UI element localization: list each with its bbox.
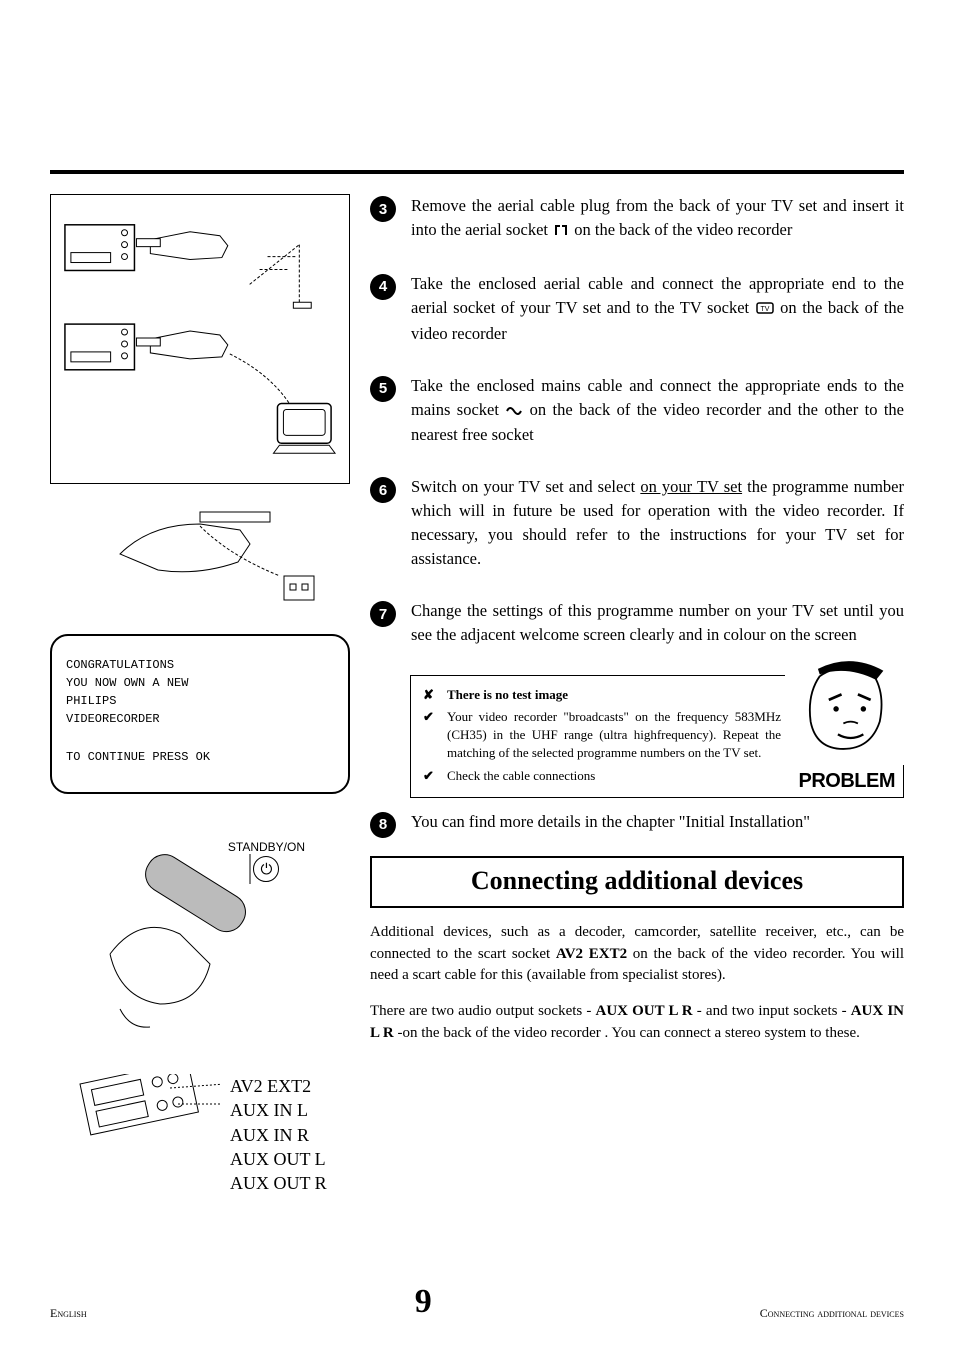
problem-face-icon [785, 656, 905, 765]
text-run: Switch on your TV set and select [411, 477, 640, 496]
step-number-badge: 6 [370, 477, 396, 503]
problem-callout-box: ✘ There is no test image ✔ Your video re… [410, 675, 904, 798]
text-run: - and two input sockets - [693, 1003, 851, 1019]
av-label: AUX OUT L [230, 1147, 327, 1171]
page-footer: English 9 Connecting additional devices [50, 1283, 904, 1321]
connection-diagram [50, 194, 350, 484]
problem-tip: Check the cable connections [447, 767, 595, 785]
step-3: 3 Remove the aerial cable plug from the … [370, 194, 904, 244]
body-paragraph: There are two audio output sockets - AUX… [370, 1001, 904, 1045]
left-illustration-column: CONGRATULATIONS YOU NOW OWN A NEW PHILIP… [50, 194, 350, 1204]
section-heading: Connecting additional devices [370, 856, 904, 908]
step-text: You can find more details in the chapter… [411, 810, 904, 838]
step-number-badge: 4 [370, 274, 396, 300]
step-text: Take the enclosed aerial cable and conne… [411, 272, 904, 346]
problem-label: PROBLEM [795, 767, 900, 795]
check-icon: ✔ [423, 767, 437, 785]
mains-plug-diagram [50, 494, 350, 614]
underlined-text: on your TV set [640, 477, 742, 496]
text-run: on the back of the video recorder [570, 220, 792, 239]
text-run: -on the back of the video recorder . You… [394, 1025, 860, 1041]
av-socket-diagram: AV2 EXT2 AUX IN L AUX IN R AUX OUT L AUX… [50, 1074, 350, 1204]
step-8: 8 You can find more details in the chapt… [370, 810, 904, 838]
standby-label: STANDBY/ON [228, 840, 305, 854]
step-text: Take the enclosed mains cable and connec… [411, 374, 904, 448]
step-5: 5 Take the enclosed mains cable and conn… [370, 374, 904, 448]
footer-section-title: Connecting additional devices [760, 1306, 904, 1321]
check-icon: ✔ [423, 708, 437, 763]
step-text: Change the settings of this programme nu… [411, 599, 904, 647]
tv-line: CONGRATULATIONS [66, 656, 334, 674]
text-run: There are two audio output sockets - [370, 1003, 596, 1019]
power-icon: ⏻ [253, 856, 279, 882]
svg-text:TV: TV [760, 306, 769, 313]
top-horizontal-rule [50, 170, 904, 174]
right-text-column: 3 Remove the aerial cable plug from the … [370, 194, 904, 1204]
step-number-badge: 8 [370, 812, 396, 838]
main-content: CONGRATULATIONS YOU NOW OWN A NEW PHILIP… [50, 194, 904, 1204]
tv-socket-icon: TV [755, 298, 775, 322]
step-number-badge: 5 [370, 376, 396, 402]
tv-line: VIDEORECORDER [66, 710, 334, 728]
footer-language: English [50, 1306, 87, 1321]
tv-line: PHILIPS [66, 692, 334, 710]
problem-title: There is no test image [447, 686, 568, 704]
page-number: 9 [415, 1283, 432, 1321]
aerial-socket-icon [552, 220, 570, 244]
step-text: Switch on your TV set and select on your… [411, 475, 904, 571]
av-label: AUX OUT R [230, 1171, 327, 1195]
bold-term: AUX OUT L R [596, 1003, 693, 1019]
cross-icon: ✘ [423, 686, 437, 704]
av-label: AUX IN R [230, 1123, 327, 1147]
step-text: Remove the aerial cable plug from the ba… [411, 194, 904, 244]
av-label: AUX IN L [230, 1098, 327, 1122]
tv-welcome-screen: CONGRATULATIONS YOU NOW OWN A NEW PHILIP… [50, 634, 350, 794]
step-6: 6 Switch on your TV set and select on yo… [370, 475, 904, 571]
av-label: AV2 EXT2 [230, 1074, 327, 1098]
mains-ac-icon [505, 400, 523, 424]
tv-line: YOU NOW OWN A NEW [66, 674, 334, 692]
step-4: 4 Take the enclosed aerial cable and con… [370, 272, 904, 346]
bold-term: AV2 EXT2 [556, 946, 627, 962]
remote-control-diagram: STANDBY/ON ⏻ [50, 844, 350, 1044]
step-number-badge: 7 [370, 601, 396, 627]
tv-line: TO CONTINUE PRESS OK [66, 748, 334, 766]
step-7: 7 Change the settings of this programme … [370, 599, 904, 647]
body-paragraph: Additional devices, such as a decoder, c… [370, 922, 904, 987]
step-number-badge: 3 [370, 196, 396, 222]
